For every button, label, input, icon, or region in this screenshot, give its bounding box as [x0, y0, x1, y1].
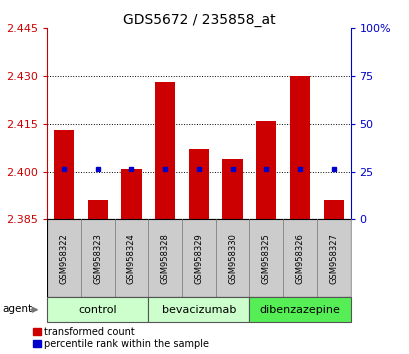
- Text: GSM958326: GSM958326: [295, 233, 304, 284]
- Text: dibenzazepine: dibenzazepine: [259, 305, 339, 315]
- Text: GSM958327: GSM958327: [328, 233, 337, 284]
- Text: GSM958324: GSM958324: [127, 233, 136, 284]
- Bar: [54, 130, 74, 219]
- Bar: [81, 219, 114, 297]
- Text: GSM958323: GSM958323: [93, 233, 102, 284]
- Bar: [47, 297, 148, 322]
- Bar: [249, 297, 350, 322]
- Text: GSM958322: GSM958322: [59, 233, 68, 284]
- Bar: [249, 219, 283, 297]
- Bar: [256, 121, 276, 219]
- Text: agent: agent: [2, 304, 32, 314]
- Bar: [289, 76, 309, 219]
- Text: GSM958330: GSM958330: [227, 233, 236, 284]
- Bar: [148, 297, 249, 322]
- Bar: [283, 219, 316, 297]
- Bar: [222, 159, 242, 219]
- Bar: [148, 219, 182, 297]
- Bar: [215, 219, 249, 297]
- Bar: [47, 219, 81, 297]
- Text: GSM958325: GSM958325: [261, 233, 270, 284]
- Bar: [316, 219, 350, 297]
- Text: GSM958329: GSM958329: [194, 233, 203, 284]
- Bar: [88, 200, 108, 219]
- Text: GSM958328: GSM958328: [160, 233, 169, 284]
- Title: GDS5672 / 235858_at: GDS5672 / 235858_at: [122, 13, 274, 27]
- Text: control: control: [78, 305, 117, 315]
- Bar: [114, 219, 148, 297]
- Bar: [182, 219, 215, 297]
- Bar: [188, 149, 209, 219]
- Bar: [323, 200, 343, 219]
- Bar: [155, 82, 175, 219]
- Legend: transformed count, percentile rank within the sample: transformed count, percentile rank withi…: [33, 327, 209, 349]
- Text: bevacizumab: bevacizumab: [161, 305, 236, 315]
- Bar: [121, 169, 141, 219]
